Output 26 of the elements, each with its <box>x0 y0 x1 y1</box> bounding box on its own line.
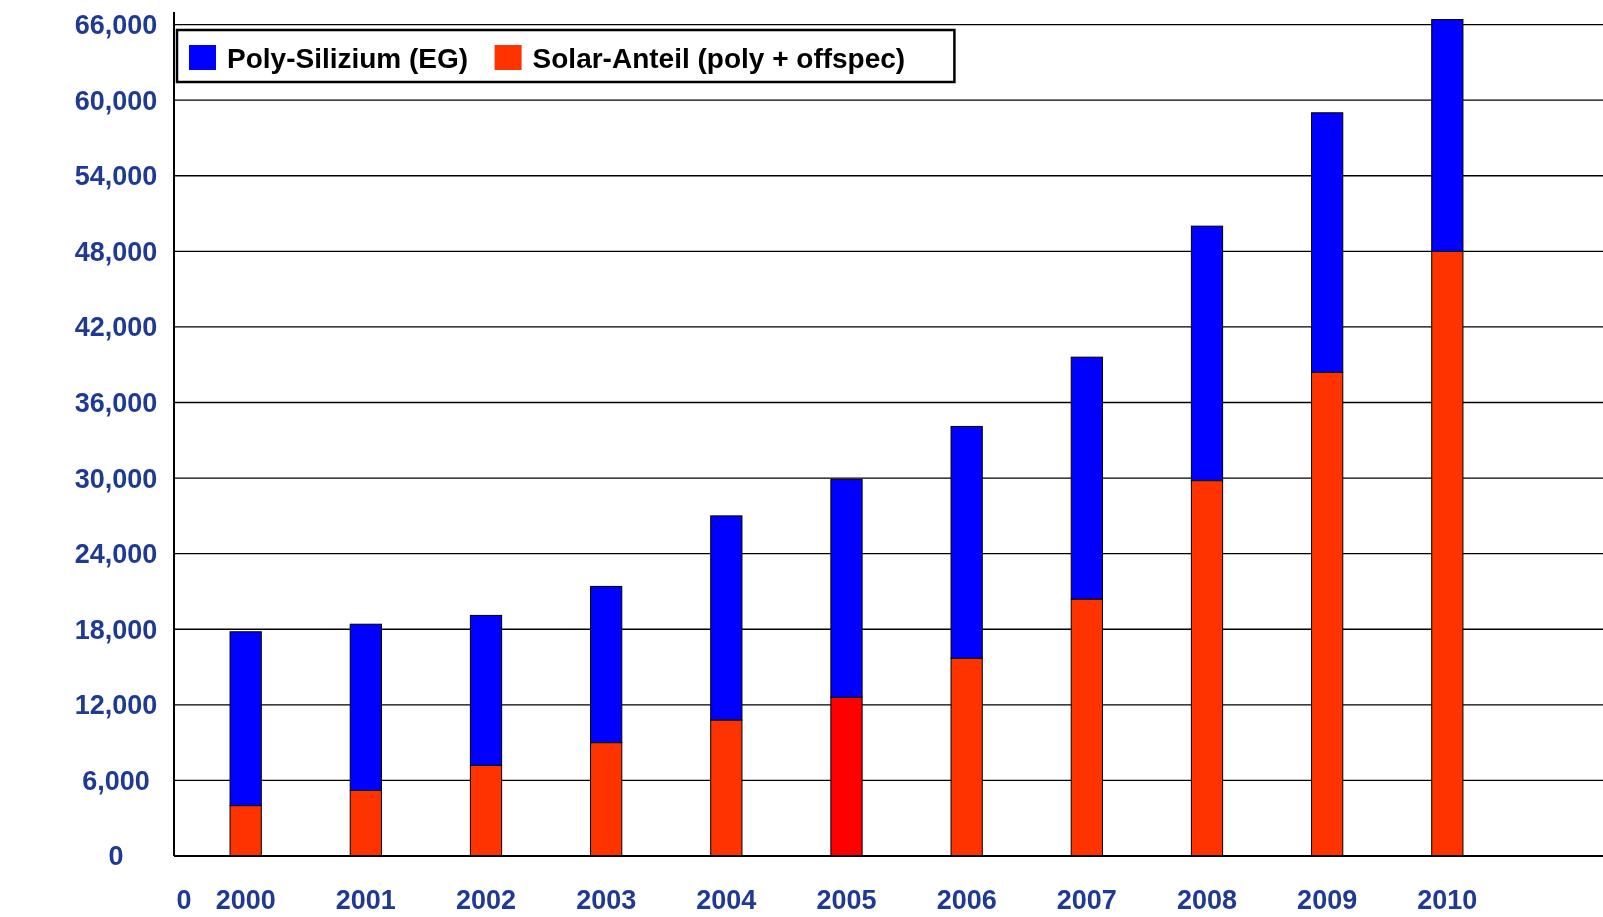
x-tick-label: 2000 <box>215 885 276 915</box>
legend-label: Poly-Silizium (EG) <box>227 42 469 74</box>
text: 0 <box>176 885 192 915</box>
x-tick-label: 2008 <box>1176 885 1238 915</box>
x-tick-label: 2003 <box>576 885 637 915</box>
legend-label: Solar-Anteil (poly + offspec) <box>532 42 906 74</box>
y-tick-label: 60,000 <box>74 85 158 116</box>
x-tick-label: 2005 <box>816 885 877 915</box>
y-tick-label: 6,000 <box>82 765 150 796</box>
y-tick-label: 42,000 <box>74 312 158 343</box>
y-tick-label: 18,000 <box>74 614 158 645</box>
x-tick-label: 2010 <box>1417 885 1478 915</box>
y-tick-label: 54,000 <box>74 161 158 192</box>
x-tick-label: 2009 <box>1297 885 1358 915</box>
y-tick-label: 0 <box>108 841 124 872</box>
x-tick-label: 2004 <box>696 885 757 915</box>
y-tick-label: 36,000 <box>74 387 158 418</box>
y-tick-label: 48,000 <box>74 236 158 267</box>
x-tick-label: 2007 <box>1056 885 1117 915</box>
y-tick-label: 24,000 <box>74 539 158 570</box>
x-tick-label: 2001 <box>335 885 396 915</box>
x-tick-label: 2002 <box>455 885 517 915</box>
y-tick-label: 30,000 <box>74 463 158 494</box>
x-tick-label: 2006 <box>936 885 997 915</box>
y-tick-label: 12,000 <box>74 690 158 721</box>
y-tick-label: 66,000 <box>74 10 158 41</box>
